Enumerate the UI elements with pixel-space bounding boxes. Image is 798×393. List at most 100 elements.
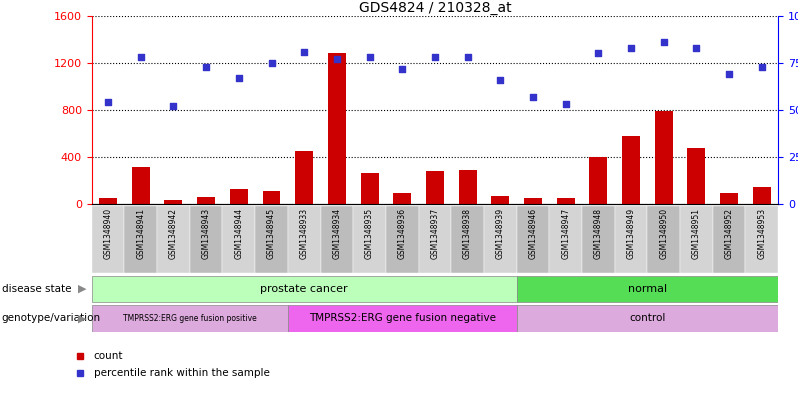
Bar xyxy=(419,206,451,273)
Bar xyxy=(484,206,516,273)
Text: prostate cancer: prostate cancer xyxy=(260,284,348,294)
Bar xyxy=(622,136,640,204)
Bar xyxy=(223,206,255,273)
Bar xyxy=(132,167,150,204)
Bar xyxy=(190,206,223,273)
Text: GSM1348939: GSM1348939 xyxy=(496,208,505,259)
Bar xyxy=(549,206,582,273)
Bar xyxy=(516,206,549,273)
Text: GSM1348936: GSM1348936 xyxy=(397,208,407,259)
Bar xyxy=(654,111,673,204)
Bar xyxy=(354,206,386,273)
Text: GSM1348935: GSM1348935 xyxy=(365,208,374,259)
Bar xyxy=(459,170,476,204)
Bar xyxy=(451,206,484,273)
Point xyxy=(298,48,310,55)
Point xyxy=(265,60,278,66)
Bar xyxy=(92,206,124,273)
Point xyxy=(363,54,376,61)
Point xyxy=(592,50,605,57)
Bar xyxy=(328,53,346,204)
Bar xyxy=(164,200,183,204)
Bar xyxy=(99,198,117,204)
Text: GSM1348950: GSM1348950 xyxy=(659,208,668,259)
Point xyxy=(723,71,736,77)
Text: GSM1348953: GSM1348953 xyxy=(757,208,766,259)
Point xyxy=(167,103,180,109)
Text: GSM1348949: GSM1348949 xyxy=(626,208,635,259)
Point xyxy=(232,75,245,81)
Text: GSM1348938: GSM1348938 xyxy=(463,208,472,259)
Bar xyxy=(92,305,288,332)
Text: genotype/variation: genotype/variation xyxy=(2,313,101,323)
Point xyxy=(134,54,147,61)
Text: GSM1348934: GSM1348934 xyxy=(333,208,342,259)
Text: GSM1348937: GSM1348937 xyxy=(430,208,440,259)
Bar xyxy=(745,206,778,273)
Text: GSM1348933: GSM1348933 xyxy=(300,208,309,259)
Bar xyxy=(230,189,248,204)
Bar xyxy=(516,305,778,332)
Text: GSM1348942: GSM1348942 xyxy=(169,208,178,259)
Bar xyxy=(361,173,378,204)
Bar xyxy=(255,206,288,273)
Bar xyxy=(713,206,745,273)
Text: GSM1348946: GSM1348946 xyxy=(528,208,537,259)
Text: GSM1348944: GSM1348944 xyxy=(235,208,243,259)
Point xyxy=(330,56,343,62)
Text: normal: normal xyxy=(628,284,667,294)
Bar xyxy=(197,197,215,204)
Bar xyxy=(680,206,713,273)
Point xyxy=(527,94,539,100)
Point xyxy=(101,99,114,106)
Text: GSM1348951: GSM1348951 xyxy=(692,208,701,259)
Point xyxy=(200,64,212,70)
Point xyxy=(559,101,572,108)
Bar xyxy=(647,206,680,273)
Text: GSM1348940: GSM1348940 xyxy=(104,208,113,259)
Text: GSM1348945: GSM1348945 xyxy=(267,208,276,259)
Point xyxy=(494,77,507,83)
Text: TMPRSS2:ERG gene fusion positive: TMPRSS2:ERG gene fusion positive xyxy=(123,314,257,323)
Bar xyxy=(92,275,516,302)
Bar xyxy=(557,198,575,204)
Text: control: control xyxy=(629,313,666,323)
Point xyxy=(396,65,409,72)
Text: GSM1348952: GSM1348952 xyxy=(725,208,733,259)
Point xyxy=(461,54,474,61)
Text: disease state: disease state xyxy=(2,284,71,294)
Bar xyxy=(321,206,354,273)
Bar xyxy=(426,171,444,204)
Bar xyxy=(687,148,705,204)
Point xyxy=(658,39,670,45)
Bar xyxy=(753,187,771,204)
Bar xyxy=(492,196,509,204)
Bar xyxy=(524,198,542,204)
Point xyxy=(625,45,638,51)
Bar xyxy=(157,206,190,273)
Bar xyxy=(516,275,778,302)
Text: TMPRSS2:ERG gene fusion negative: TMPRSS2:ERG gene fusion negative xyxy=(309,313,496,323)
Bar xyxy=(288,305,516,332)
Point xyxy=(429,54,441,61)
Bar xyxy=(614,206,647,273)
Bar xyxy=(263,191,280,204)
Text: GSM1348941: GSM1348941 xyxy=(136,208,145,259)
Text: count: count xyxy=(94,351,123,361)
Bar xyxy=(582,206,614,273)
Title: GDS4824 / 210328_at: GDS4824 / 210328_at xyxy=(358,1,512,15)
Bar xyxy=(288,206,321,273)
Bar xyxy=(295,151,313,204)
Bar xyxy=(124,206,157,273)
Bar xyxy=(589,157,607,204)
Point xyxy=(756,64,768,70)
Text: GSM1348947: GSM1348947 xyxy=(561,208,570,259)
Text: ▶: ▶ xyxy=(78,313,86,323)
Bar xyxy=(386,206,419,273)
Text: percentile rank within the sample: percentile rank within the sample xyxy=(94,368,270,378)
Bar xyxy=(720,193,738,204)
Point xyxy=(690,45,703,51)
Text: GSM1348948: GSM1348948 xyxy=(594,208,602,259)
Bar xyxy=(393,193,411,204)
Text: ▶: ▶ xyxy=(78,284,86,294)
